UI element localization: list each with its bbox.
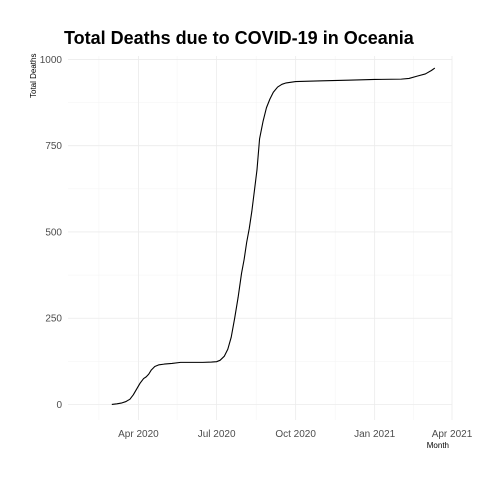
series [111,67,436,406]
x-tick-label: Jan 2021 [354,429,396,440]
chart-title: Total Deaths due to COVID-19 in Oceania [64,28,415,48]
y-tick-label: 0 [56,400,62,411]
x-tick-label: Apr 2021 [432,429,473,440]
series-line [111,67,436,406]
grid [68,56,453,420]
y-axis-title: Total Deaths [29,54,38,98]
x-tick-label: Oct 2020 [275,429,316,440]
tick-labels: 0 250 500 750 1000 Apr 2020 Jul 2020 Oct 2020 Ja… [40,55,473,440]
y-tick-label: 500 [45,227,62,238]
y-tick-label: 1000 [40,55,63,66]
y-tick-label: 750 [45,141,62,152]
x-axis-title: Month [427,441,449,450]
y-tick-label: 250 [45,314,62,325]
x-tick-label: Apr 2020 [118,429,159,440]
x-tick-label: Jul 2020 [198,429,236,440]
